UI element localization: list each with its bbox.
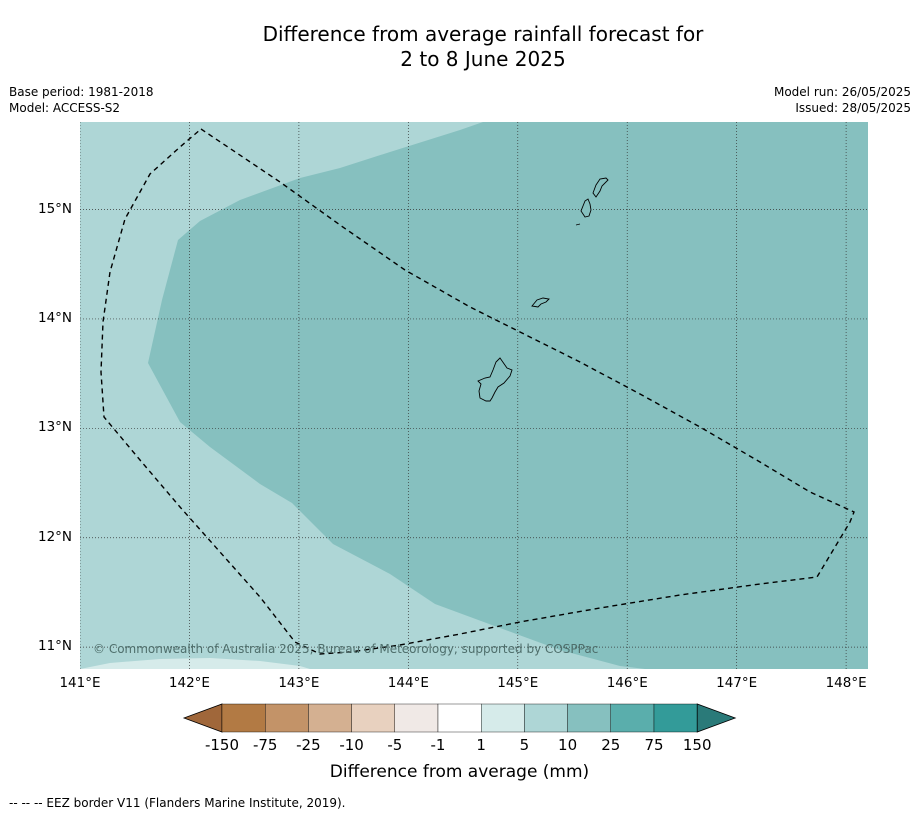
meta-right: Model run: 26/05/2025 Issued: 28/05/2025: [774, 84, 911, 116]
island-rota: [531, 297, 550, 308]
island-tinian: [580, 198, 592, 218]
colorbar-tick-label: -75: [252, 736, 278, 754]
lon-tick-label: 146°E: [606, 675, 648, 691]
colorbar-swatch: [264, 703, 309, 733]
eez-border: [100, 128, 855, 655]
colorbar-swatch: [524, 703, 568, 733]
island-guam: [477, 357, 513, 402]
colorbar-tick-label: -10: [339, 736, 364, 754]
islands: [477, 177, 609, 402]
title-line-2: 2 to 8 June 2025: [400, 47, 566, 71]
colorbar-tick-label: -25: [296, 736, 321, 754]
band-10-25: [148, 122, 868, 669]
lat-tick-label: 12°N: [38, 528, 73, 545]
colorbar-swatch: [610, 703, 655, 733]
colorbar: [182, 703, 737, 733]
graticule: [80, 122, 868, 669]
lon-tick-label: 144°E: [387, 675, 429, 691]
base-period: Base period: 1981-2018: [9, 85, 154, 99]
colorbar-swatch: [437, 703, 482, 733]
colorbar-swatch: [221, 703, 266, 733]
colorbar-swatch: [653, 703, 698, 733]
colorbar-swatch: [351, 703, 396, 733]
colorbar-tick-label: 75: [644, 736, 664, 754]
island-aguijan: [575, 223, 581, 226]
colorbar-extend-low: [182, 703, 223, 733]
lat-tick-label: 14°N: [38, 309, 73, 326]
rainfall-map: [80, 122, 868, 669]
colorbar-swatch: [308, 703, 352, 733]
title-line-1: Difference from average rainfall forecas…: [262, 22, 704, 46]
map-title: Difference from average rainfall forecas…: [0, 22, 919, 72]
colorbar-tick-label: 10: [558, 736, 578, 754]
colorbar-title: Difference from average (mm): [329, 762, 590, 782]
band-1-5: [80, 658, 310, 669]
lon-tick-label: 148°E: [825, 675, 867, 691]
colorbar-tick-label: 25: [601, 736, 621, 754]
copyright-text: © Commonwealth of Australia 2025, Bureau…: [93, 642, 599, 656]
eez-legend-note: -- -- -- EEZ border V11 (Flanders Marine…: [9, 796, 346, 810]
issued-date: Issued: 28/05/2025: [795, 101, 911, 115]
colorbar-tick-label: 1: [476, 736, 486, 754]
colorbar-tick-label: -1: [430, 736, 446, 754]
colorbar-extend-high: [696, 703, 737, 733]
colorbar-swatch: [567, 703, 612, 733]
island-saipan: [592, 177, 609, 198]
model-run: Model run: 26/05/2025: [773, 85, 911, 99]
lon-tick-label: 143°E: [278, 675, 320, 691]
lon-tick-label: 142°E: [168, 675, 210, 691]
colorbar-tick-label: 150: [682, 736, 712, 754]
meta-left: Base period: 1981-2018 Model: ACCESS-S2: [9, 84, 154, 116]
lat-tick-label: 15°N: [38, 200, 73, 217]
colorbar-swatch: [481, 703, 525, 733]
colorbar-tick-label: 5: [519, 736, 530, 754]
lon-tick-label: 147°E: [716, 675, 758, 691]
lon-tick-label: 145°E: [497, 675, 539, 691]
colorbar-swatch: [394, 703, 439, 733]
lat-tick-label: 13°N: [38, 419, 73, 436]
colorbar-tick-label: -5: [387, 736, 403, 754]
lat-tick-label: 11°N: [38, 638, 73, 655]
colorbar-tick-label: -150: [204, 736, 240, 754]
model-name: Model: ACCESS-S2: [9, 101, 121, 115]
lon-tick-label: 141°E: [59, 675, 101, 691]
